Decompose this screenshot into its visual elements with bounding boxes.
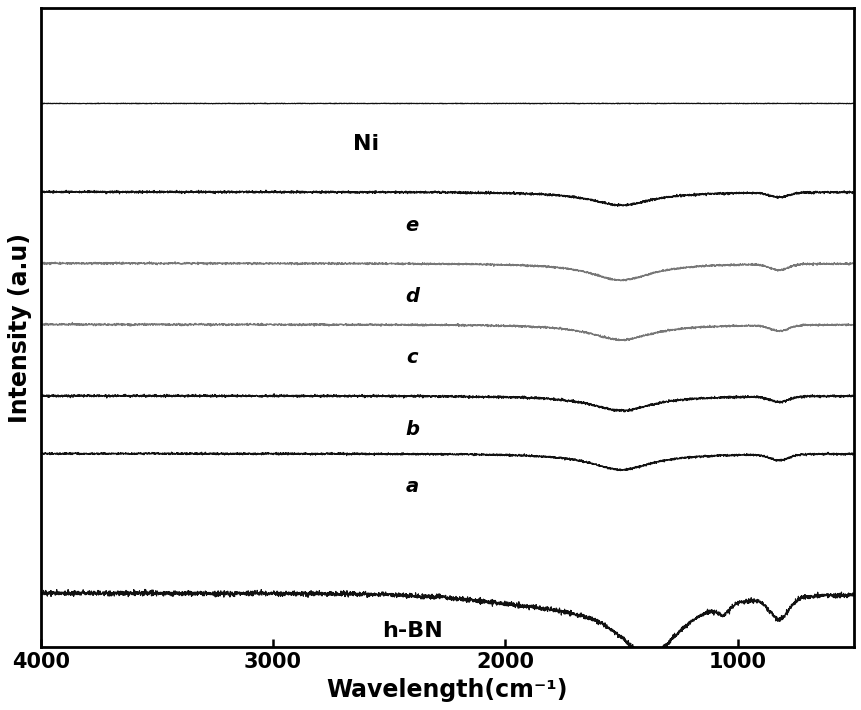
Text: d: d	[405, 287, 418, 306]
Text: Ni: Ni	[352, 134, 379, 154]
X-axis label: Wavelength(cm⁻¹): Wavelength(cm⁻¹)	[326, 677, 567, 701]
Text: c: c	[406, 348, 418, 367]
Text: e: e	[406, 217, 418, 235]
Y-axis label: Intensity (a.u): Intensity (a.u)	[9, 233, 33, 422]
Text: h-BN: h-BN	[381, 621, 443, 641]
Text: a: a	[406, 477, 418, 496]
Text: b: b	[405, 420, 418, 439]
